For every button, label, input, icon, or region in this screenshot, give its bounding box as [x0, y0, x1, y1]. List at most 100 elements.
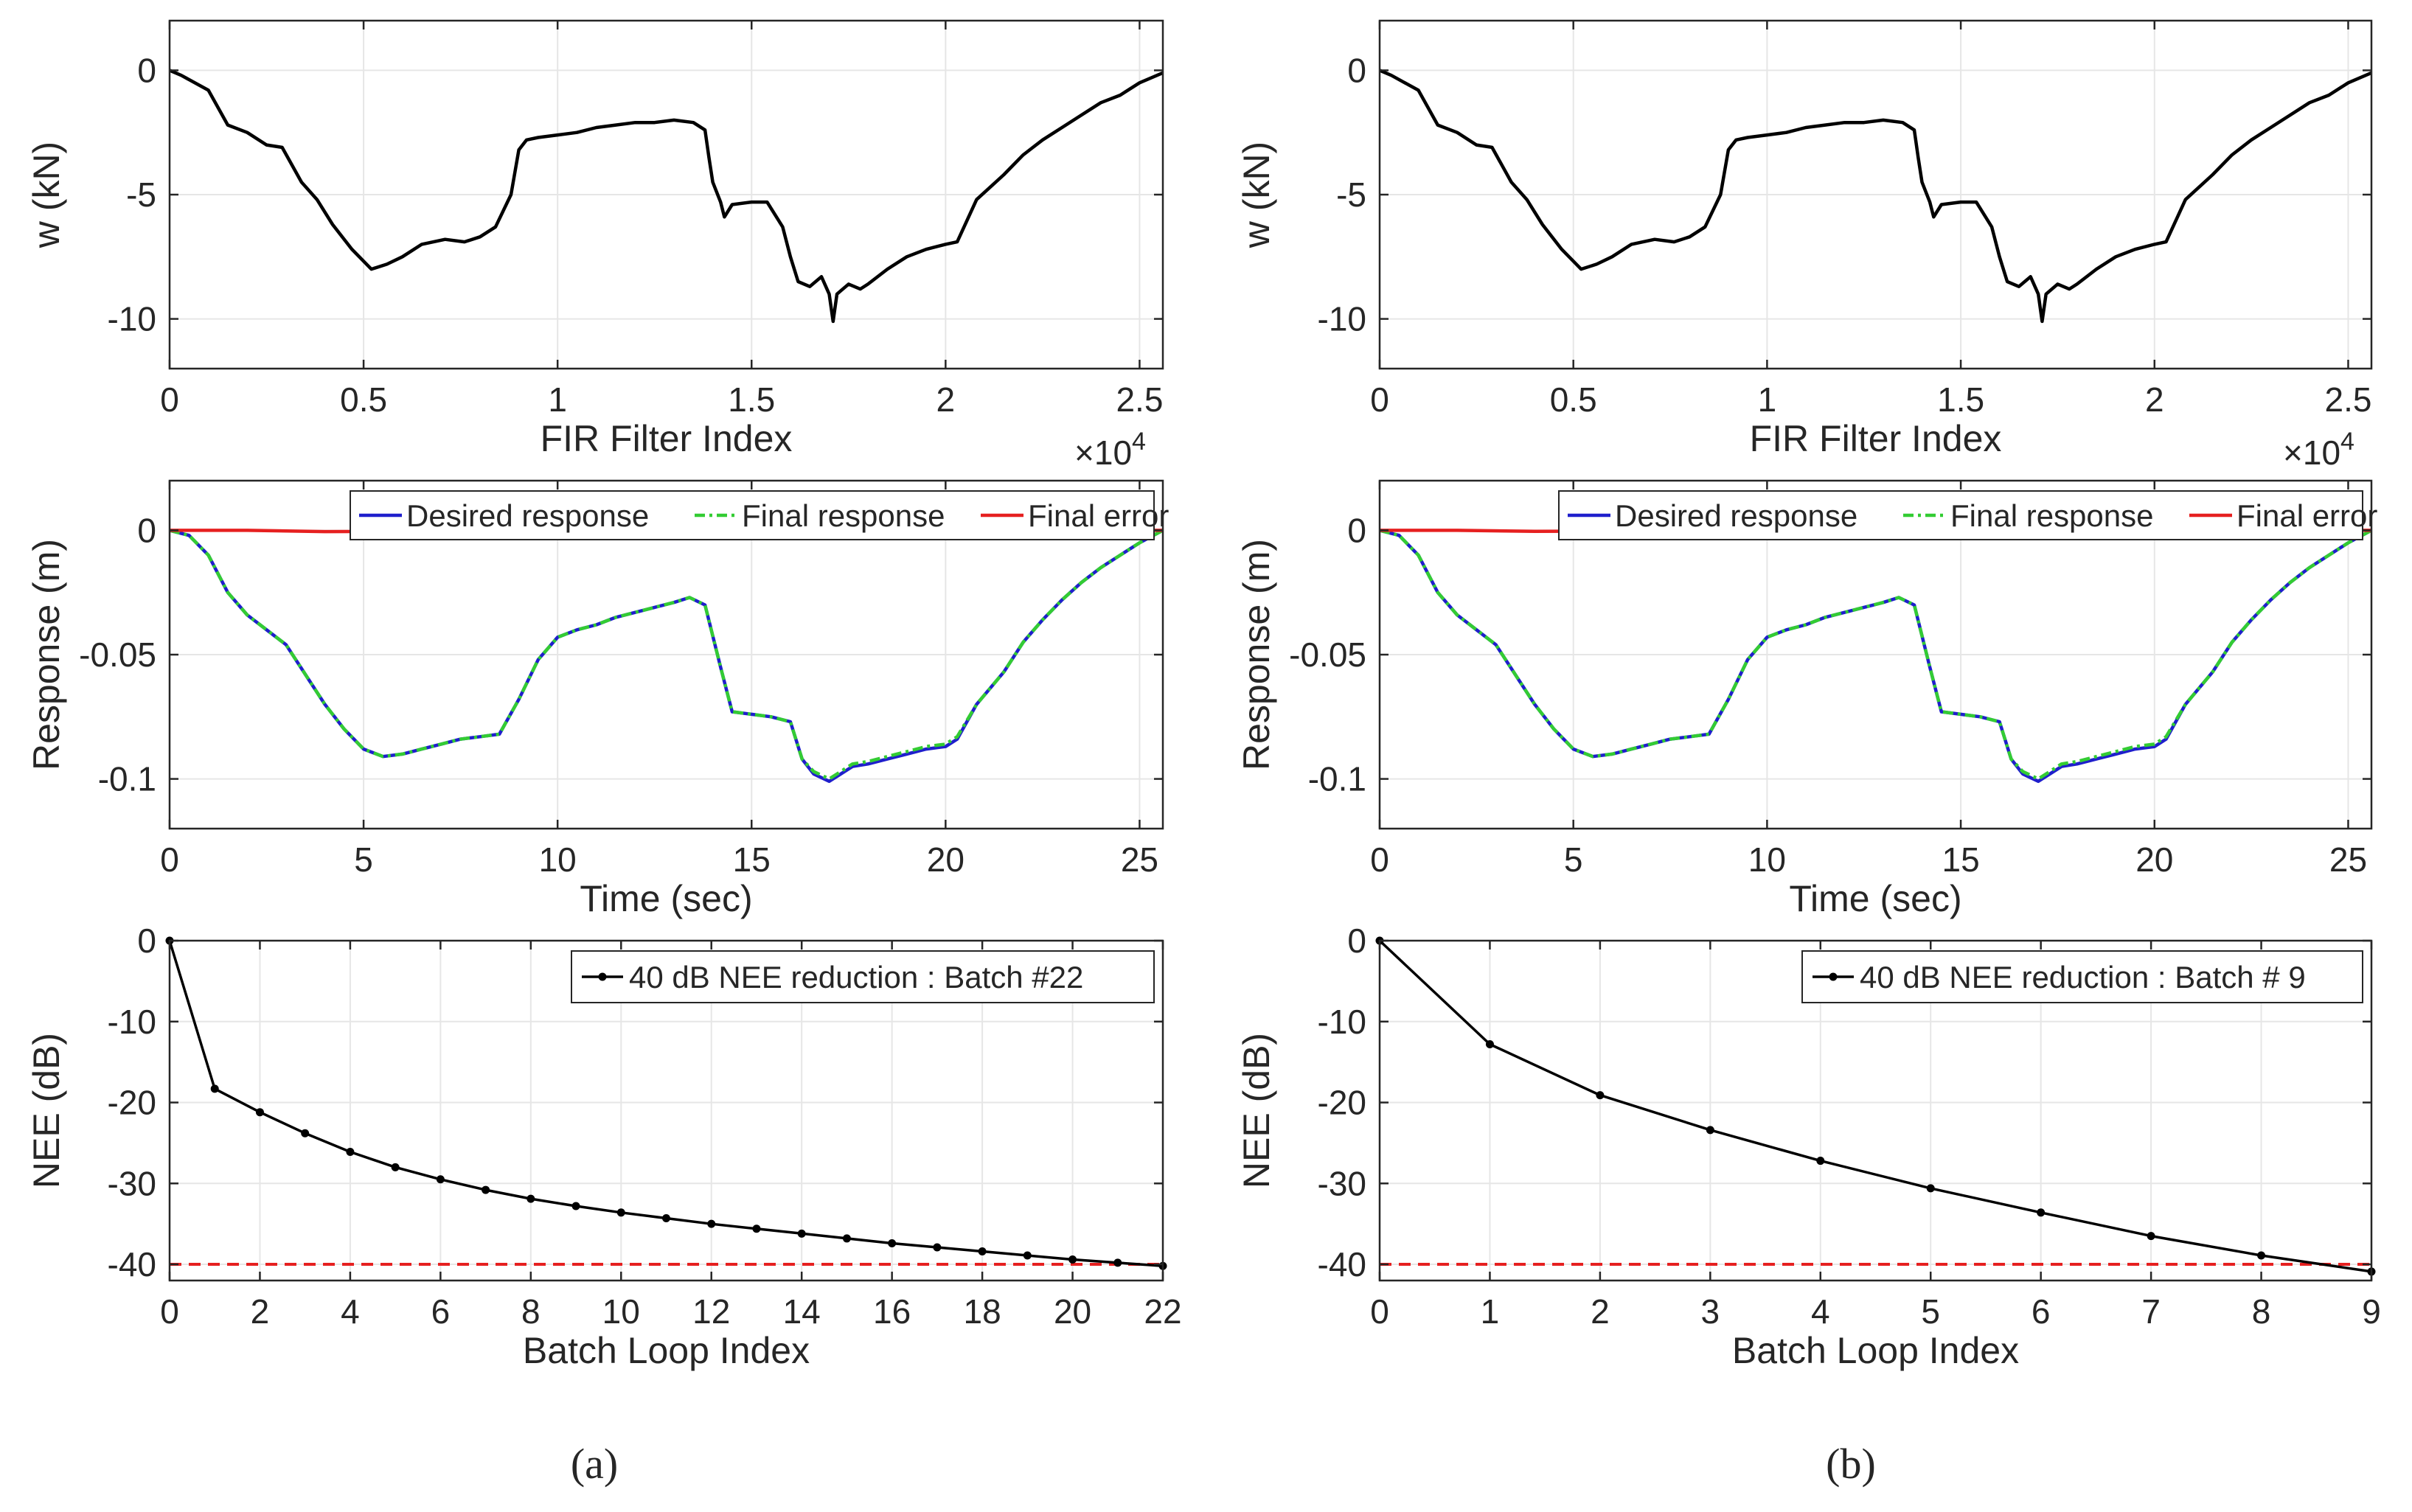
data-point-19: [1023, 1251, 1032, 1260]
x-tick-label-6: 12: [692, 1292, 730, 1331]
y-tick-label-1: -5: [126, 175, 156, 214]
data-point-5: [391, 1163, 400, 1171]
x-tick-label-5: 25: [1121, 840, 1158, 879]
data-point-7: [2147, 1232, 2155, 1241]
x-tick-label-9: 9: [2362, 1292, 2381, 1331]
data-point-2: [255, 1108, 264, 1117]
x-tick-label-4: 20: [927, 840, 965, 879]
data-point-18: [978, 1247, 987, 1255]
y-tick-label-1: -30: [1318, 1164, 1366, 1202]
y-axis-label: Response (m): [1236, 539, 1277, 770]
y-axis-label: Response (m): [26, 539, 67, 770]
x-tick-label-4: 2: [2145, 380, 2164, 419]
y-tick-label-1: -0.05: [1289, 635, 1366, 674]
data-point-10: [616, 1208, 625, 1217]
x-tick-label-4: 4: [1811, 1292, 1830, 1331]
x-tick-label-7: 14: [783, 1292, 821, 1331]
x-tick-label-0: 0: [160, 380, 179, 419]
legend-label-0: 40 dB NEE reduction : Batch #22: [629, 960, 1083, 994]
x-exponent-power: 4: [2340, 428, 2354, 456]
x-axis-label: Time (sec): [1789, 878, 1961, 919]
x-tick-label-2: 10: [539, 840, 577, 879]
x-tick-label-1: 0.5: [1550, 380, 1597, 419]
data-point-3: [301, 1129, 310, 1138]
data-point-20: [1068, 1255, 1077, 1264]
x-tick-label-3: 1.5: [1937, 380, 1984, 419]
x-tick-label-3: 1.5: [728, 380, 775, 419]
series-line-1: [1379, 529, 2373, 781]
legend-label-1: Final response: [1950, 498, 2153, 533]
x-tick-label-1: 5: [354, 840, 373, 879]
legend-box: [571, 950, 1155, 1003]
x-tick-label-8: 8: [2252, 1292, 2271, 1331]
data-point-17: [933, 1243, 942, 1252]
x-axis-label: FIR Filter Index: [541, 418, 793, 459]
legend-label-2: Final error: [1028, 498, 1169, 533]
data-point-15: [842, 1234, 851, 1243]
x-tick-label-3: 15: [1942, 840, 1980, 879]
x-tick-label-5: 25: [2329, 840, 2367, 879]
data-point-14: [797, 1229, 806, 1238]
legend-label-0: 40 dB NEE reduction : Batch # 9: [1860, 960, 2306, 994]
x-tick-label-3: 15: [733, 840, 771, 879]
y-tick-label-0: -0.1: [1308, 760, 1366, 798]
x-tick-label-10: 20: [1054, 1292, 1091, 1331]
data-point-8: [526, 1194, 535, 1203]
x-axis-label: Batch Loop Index: [1732, 1330, 2019, 1371]
y-axis-label: w (kN): [26, 142, 67, 248]
series-line-0: [1379, 69, 2372, 324]
y-tick-label-2: 0: [1347, 511, 1366, 549]
x-tick-label-1: 5: [1564, 840, 1583, 879]
data-point-8: [2257, 1251, 2266, 1260]
x-tick-label-2: 10: [1748, 840, 1786, 879]
data-point-9: [571, 1202, 580, 1210]
x-tick-label-4: 20: [2135, 840, 2173, 879]
y-tick-label-2: 0: [137, 51, 156, 89]
y-axis-label: NEE (dB): [1236, 1033, 1277, 1188]
x-tick-label-1: 1: [1481, 1292, 1500, 1331]
x-tick-label-3: 3: [1701, 1292, 1720, 1331]
legend-marker-0: [598, 972, 607, 981]
y-tick-label-1: -30: [108, 1164, 156, 1202]
data-point-4: [1816, 1157, 1825, 1166]
y-tick-label-4: 0: [1347, 922, 1366, 960]
x-tick-label-6: 6: [2032, 1292, 2051, 1331]
legend-label-1: Final response: [742, 498, 945, 533]
data-point-3: [1706, 1126, 1714, 1135]
x-axis-label: Batch Loop Index: [523, 1330, 810, 1371]
x-tick-label-2: 4: [341, 1292, 360, 1331]
y-tick-label-3: -10: [1318, 1003, 1366, 1041]
x-tick-label-2: 1: [1758, 380, 1777, 419]
x-tick-label-8: 16: [873, 1292, 911, 1331]
x-tick-label-0: 0: [160, 1292, 179, 1331]
y-tick-label-0: -40: [1318, 1245, 1366, 1283]
x-tick-label-1: 2: [251, 1292, 270, 1331]
data-point-1: [1485, 1039, 1494, 1048]
data-point-21: [1113, 1258, 1122, 1267]
x-exponent-power: 4: [1132, 428, 1146, 456]
y-tick-label-3: -10: [108, 1003, 156, 1041]
data-point-4: [346, 1147, 355, 1156]
series-line-0: [169, 69, 1164, 324]
data-point-2: [1596, 1091, 1605, 1100]
data-point-13: [752, 1224, 761, 1233]
caption-b: (b): [1826, 1440, 1876, 1488]
x-tick-label-0: 0: [1370, 380, 1389, 419]
series-line-1: [169, 529, 1164, 781]
chart-panel-a-nee: 0 2 4 6 8 10 12 14 16 18 20 22 -40 -30 -20 -10 0 Batch Lo…: [26, 922, 1182, 1371]
x-tick-label-0: 0: [1370, 1292, 1389, 1331]
data-point-6: [436, 1175, 445, 1184]
x-tick-label-0: 0: [1370, 840, 1389, 879]
x-tick-label-2: 1: [548, 380, 567, 419]
y-axis-label: NEE (dB): [26, 1033, 67, 1188]
legend-box: [1801, 950, 2363, 1003]
data-point-11: [662, 1213, 670, 1222]
x-tick-label-2: 2: [1591, 1292, 1610, 1331]
y-tick-label-0: -0.1: [98, 760, 156, 798]
axes-box: [1378, 939, 2373, 1282]
data-point-6: [2037, 1208, 2046, 1217]
data-point-1: [210, 1084, 219, 1093]
y-tick-label-2: -20: [108, 1084, 156, 1122]
